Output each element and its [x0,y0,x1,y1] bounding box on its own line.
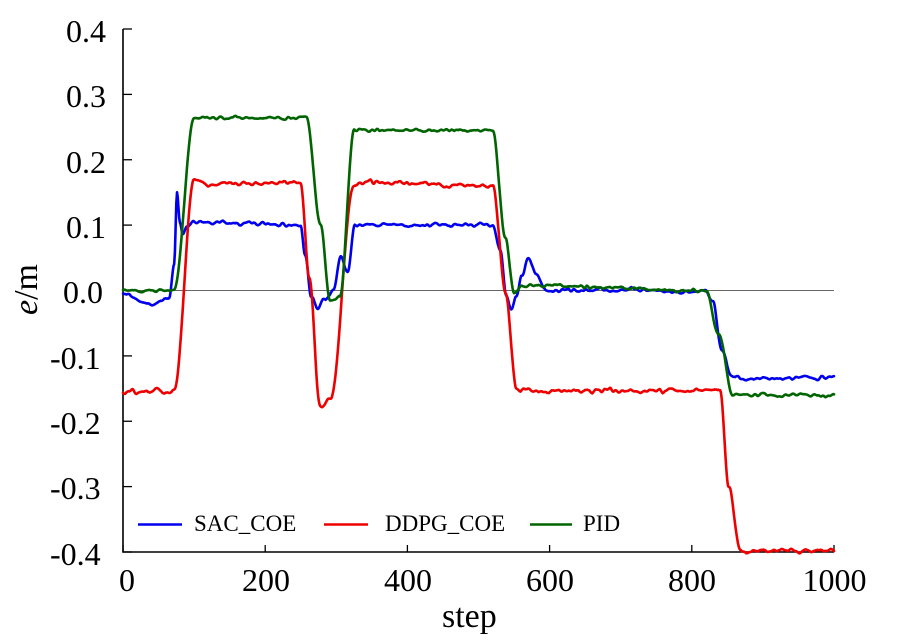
svg-text:SAC_COE: SAC_COE [194,511,296,536]
svg-text:PID: PID [583,511,620,536]
svg-text:DDPG_COE: DDPG_COE [385,511,505,536]
